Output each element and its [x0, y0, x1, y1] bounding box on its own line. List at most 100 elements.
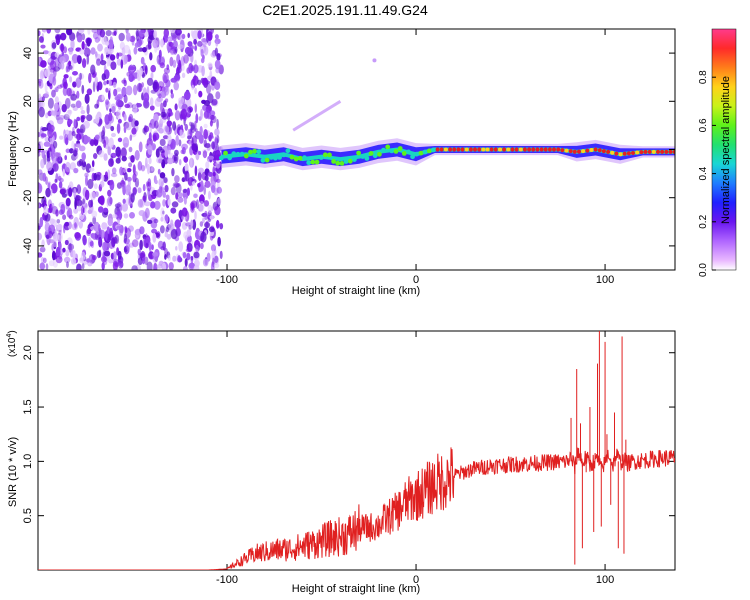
noise-speck [149, 52, 153, 61]
noise-speck [104, 114, 110, 125]
noise-speck [53, 102, 59, 112]
noise-speck [172, 255, 177, 262]
noise-speck [164, 233, 168, 238]
noise-speck [73, 167, 79, 174]
noise-speck [186, 243, 190, 251]
signal-peak [568, 149, 573, 154]
noise-speck [41, 127, 48, 132]
signal-peak [585, 148, 590, 153]
noise-speck [216, 118, 219, 130]
noise-speck [111, 105, 116, 114]
signal-peak [285, 148, 291, 154]
signal-peak [235, 151, 241, 157]
spectrogram-y-tick-label: 0 [22, 146, 34, 152]
colorbar-scale [711, 28, 737, 271]
noise-speck [43, 29, 47, 34]
noise-speck [199, 194, 205, 205]
noise-speck [85, 175, 88, 186]
noise-speck [199, 242, 204, 250]
noise-speck [76, 133, 82, 141]
noise-speck [68, 214, 74, 220]
noise-speck [207, 135, 215, 140]
noise-speck [187, 41, 193, 47]
noise-speck [84, 207, 87, 216]
noise-speck [123, 113, 127, 122]
noise-speck [214, 136, 218, 147]
noise-speck [204, 221, 211, 229]
noise-speck [69, 148, 74, 154]
noise-speck [207, 171, 214, 177]
noise-speck [110, 125, 115, 132]
noise-speck [70, 93, 77, 101]
noise-speck [63, 46, 68, 54]
noise-speck [183, 156, 189, 163]
signal-peak [473, 147, 477, 152]
signal-peak [639, 150, 644, 155]
noise-speck [76, 116, 81, 122]
noise-speck [47, 147, 52, 152]
noise-speck [195, 199, 199, 210]
noise-speck [97, 81, 103, 91]
noise-speck [55, 209, 59, 217]
noise-speck [187, 97, 192, 109]
noise-speck [63, 81, 68, 89]
noise-speck [47, 58, 52, 63]
noise-speck [101, 222, 108, 230]
signal-peak [626, 151, 631, 156]
noise-speck [94, 174, 101, 181]
noise-speck [201, 77, 208, 86]
noise-speck [216, 186, 222, 194]
noise-speck [90, 47, 96, 55]
noise-speck [174, 73, 181, 82]
noise-speck [202, 217, 205, 224]
signal-peak [331, 159, 336, 164]
noise-speck [153, 120, 159, 129]
noise-speck [50, 110, 58, 116]
noise-speck [40, 100, 45, 109]
noise-speck [175, 134, 179, 146]
noise-speck [203, 184, 206, 196]
noise-speck [172, 182, 180, 189]
noise-speck [184, 123, 188, 131]
noise-speck [45, 176, 48, 185]
noise-speck [202, 258, 209, 267]
noise-speck [87, 209, 93, 215]
signal-peak [377, 151, 382, 157]
noise-speck [215, 219, 220, 229]
noise-speck [92, 255, 97, 261]
noise-speck [99, 195, 105, 206]
noise-speck [144, 65, 148, 75]
noise-speck [60, 32, 67, 41]
noise-speck [168, 262, 174, 270]
noise-speck [188, 107, 192, 114]
noise-speck [100, 53, 104, 62]
signal-peak [564, 148, 569, 153]
noise-speck [210, 244, 217, 252]
noise-speck [114, 262, 120, 267]
noise-speck [183, 266, 188, 270]
noise-speck [46, 150, 50, 159]
noise-speck [81, 152, 86, 161]
noise-speck [51, 89, 56, 98]
noise-speck [108, 259, 114, 264]
signal-peak [481, 147, 486, 152]
noise-speck [161, 262, 167, 270]
noise-speck [187, 234, 192, 243]
noise-speck [93, 153, 98, 159]
noise-speck [125, 198, 130, 206]
noise-speck [158, 158, 163, 164]
signal-peak [426, 148, 432, 154]
noise-speck [144, 201, 151, 207]
noise-speck [154, 200, 161, 210]
noise-speck [205, 161, 210, 169]
noise-speck [163, 85, 170, 96]
noise-speck [98, 118, 103, 125]
signal-peak [410, 154, 415, 160]
noise-speck [54, 96, 59, 104]
noise-speck [118, 32, 125, 42]
noise-speck [111, 237, 116, 248]
noise-speck [138, 210, 146, 217]
noise-speck [189, 157, 193, 169]
noise-speck [123, 213, 129, 219]
signal-peak [306, 160, 312, 166]
